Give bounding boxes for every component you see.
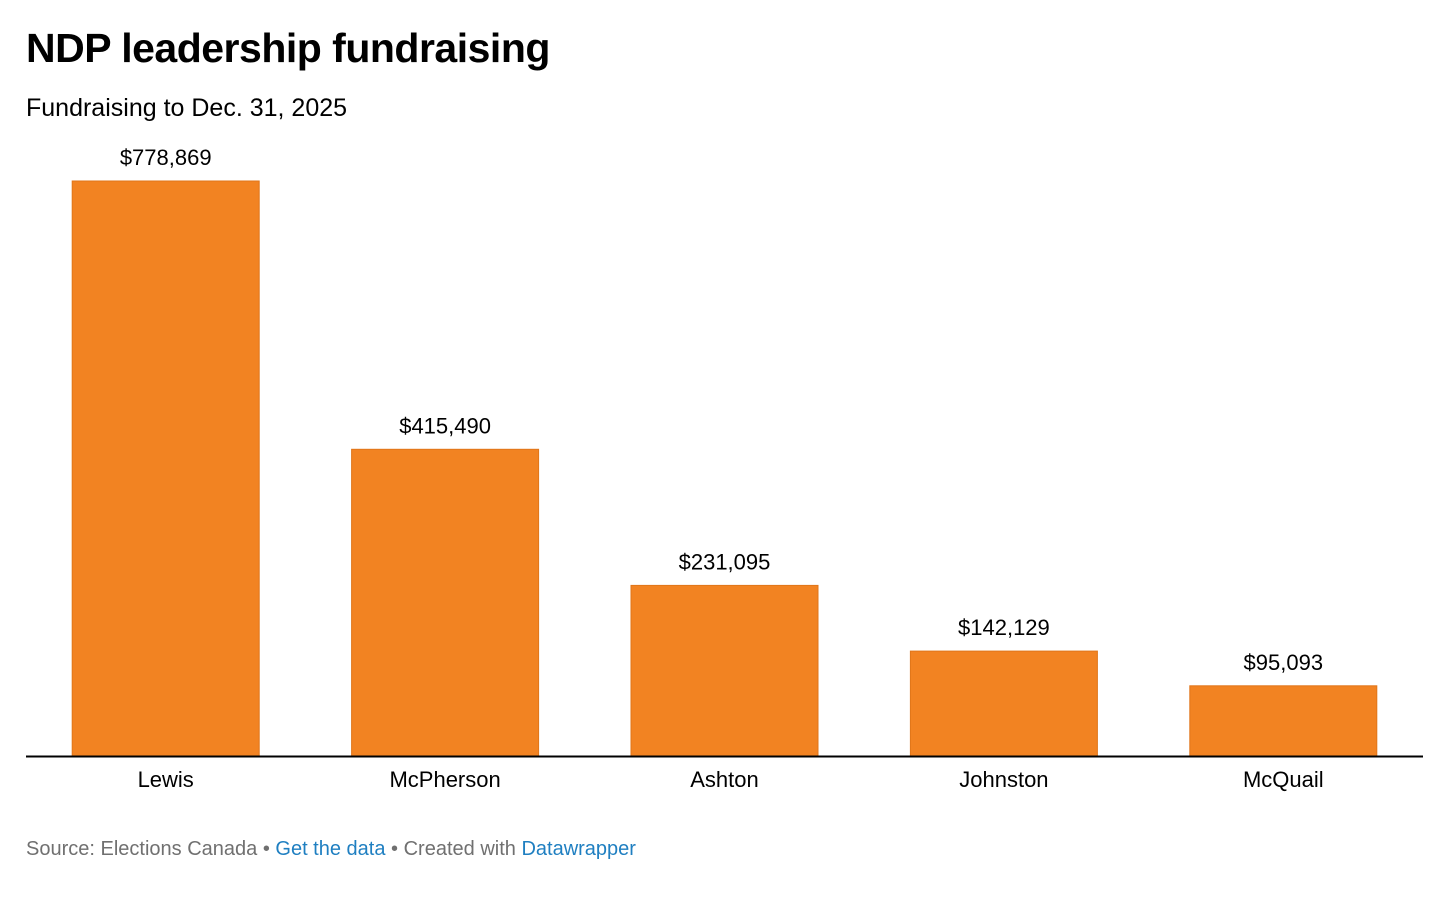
bar-mcquail (1189, 685, 1378, 757)
value-label: $142,129 (958, 615, 1050, 640)
bar-lewis (71, 180, 260, 757)
get-the-data-link[interactable]: Get the data (275, 838, 386, 860)
category-label: McQuail (1243, 767, 1324, 792)
bar-chart: $778,869 Lewis $415,490 McPherson $231,095 As… (26, 145, 1423, 792)
chart-subtitle: Fundraising to Dec. 31, 2025 (26, 94, 348, 122)
bar-ashton (630, 584, 819, 757)
created-with-text: Created with (403, 838, 516, 860)
chart-title: NDP leadership fundraising (26, 25, 550, 71)
category-label: Ashton (690, 767, 759, 792)
value-label: $95,093 (1244, 650, 1324, 675)
footer-separator: • (391, 838, 399, 860)
footer-separator: • (262, 838, 270, 860)
category-label: McPherson (389, 767, 500, 792)
source-note: Source: Elections Canada (26, 838, 258, 860)
value-label: $778,869 (120, 145, 212, 170)
bar-mcpherson (351, 448, 540, 757)
chart-footer: Source: Elections Canada • Get the data … (26, 837, 636, 861)
category-label: Lewis (138, 767, 194, 792)
category-label: Johnston (959, 767, 1048, 792)
value-label: $415,490 (399, 413, 491, 438)
bar-johnston (909, 650, 1098, 757)
datawrapper-link[interactable]: Datawrapper (521, 838, 636, 860)
value-label: $231,095 (679, 549, 771, 574)
